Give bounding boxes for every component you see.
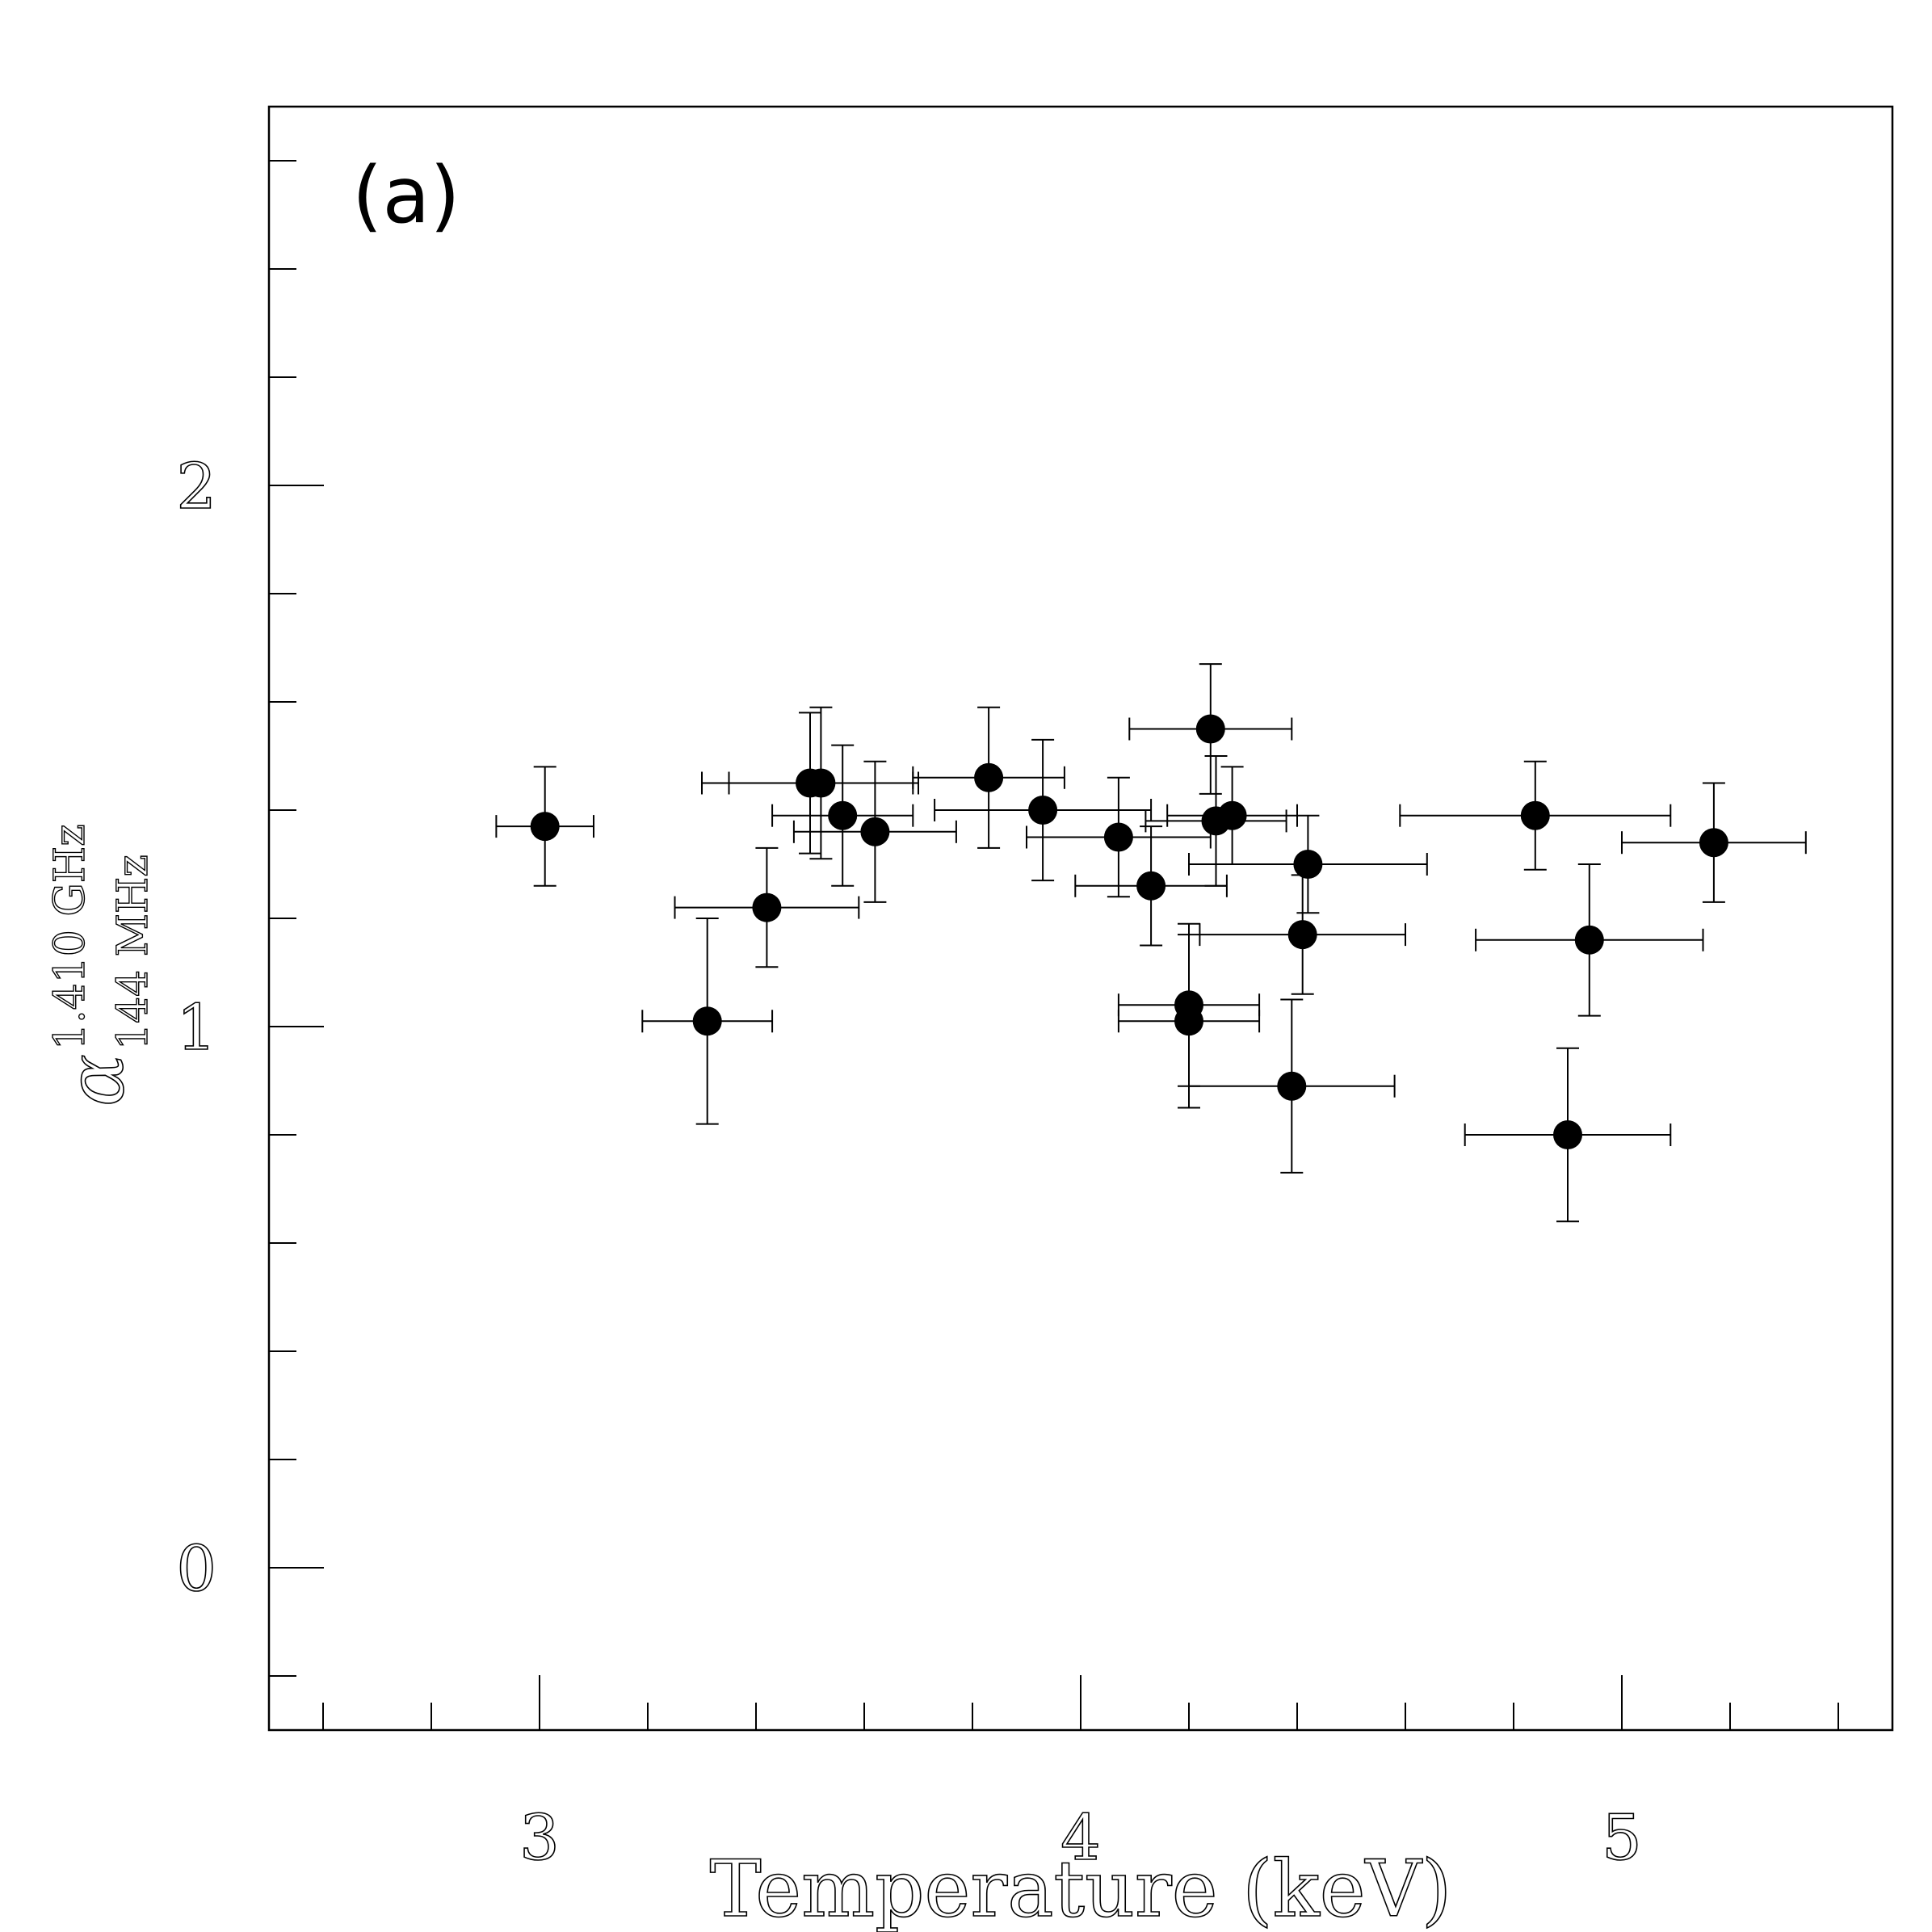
plot-frame: [267, 105, 1894, 1732]
y-axis-symbol: α: [51, 1054, 141, 1107]
x-axis-title: Temperature (keV): [710, 1844, 1452, 1932]
point-marker: [1293, 850, 1323, 879]
point-marker: [1195, 714, 1225, 744]
data-point: [1464, 1047, 1672, 1223]
data-point: [1074, 825, 1228, 947]
data-point: [1199, 874, 1406, 995]
data-point: [1128, 663, 1293, 795]
y-axis-title: α 1.410 GHz 144 MHz: [45, 824, 158, 1107]
y-tick-label: 0: [176, 1533, 216, 1606]
y-axis-subscript: 144 MHz: [109, 855, 158, 1050]
data-point: [1621, 782, 1807, 903]
data-point: [1166, 766, 1298, 865]
point-marker: [1699, 828, 1728, 858]
point-marker: [1287, 920, 1317, 950]
x-tick-label: 4: [1060, 1802, 1101, 1875]
point-marker: [692, 1006, 722, 1036]
data-point: [674, 846, 860, 968]
point-marker: [828, 800, 858, 830]
point-marker: [806, 768, 836, 798]
point-marker: [1217, 800, 1247, 830]
data-point: [641, 918, 774, 1125]
point-marker: [1103, 822, 1133, 852]
y-tick-label: 1: [176, 992, 216, 1065]
data-points: [495, 663, 1807, 1223]
point-marker: [860, 817, 890, 846]
data-point: [934, 738, 1153, 882]
y-tick-label: 2: [176, 451, 216, 523]
y-axis-superscript: 1.410 GHz: [46, 824, 94, 1050]
data-point: [792, 760, 957, 903]
point-marker: [1277, 1071, 1307, 1101]
point-marker: [1553, 1120, 1582, 1149]
data-point: [1026, 776, 1212, 898]
data-point: [1117, 934, 1261, 1109]
data-point: [912, 706, 1065, 849]
point-marker: [1574, 925, 1604, 955]
data-point: [1188, 814, 1428, 914]
point-marker: [1028, 796, 1058, 825]
data-point: [1399, 760, 1672, 871]
data-point: [1475, 863, 1704, 1017]
point-marker: [1136, 871, 1166, 901]
point-marker: [530, 812, 560, 842]
tick-labels: 3 4 5 0 1 2: [176, 450, 1643, 1875]
point-marker: [1520, 800, 1550, 830]
data-point: [728, 706, 914, 860]
x-tick-label: 5: [1602, 1802, 1642, 1875]
data-point: [1188, 998, 1396, 1174]
point-marker: [1174, 1006, 1203, 1036]
x-tick-label: 3: [519, 1802, 560, 1875]
point-marker: [974, 762, 1004, 792]
data-point: [771, 744, 914, 887]
point-marker: [752, 892, 782, 922]
panel-label: (a): [352, 150, 460, 241]
axis-ticks: [269, 160, 1839, 1730]
data-point: [495, 766, 594, 887]
